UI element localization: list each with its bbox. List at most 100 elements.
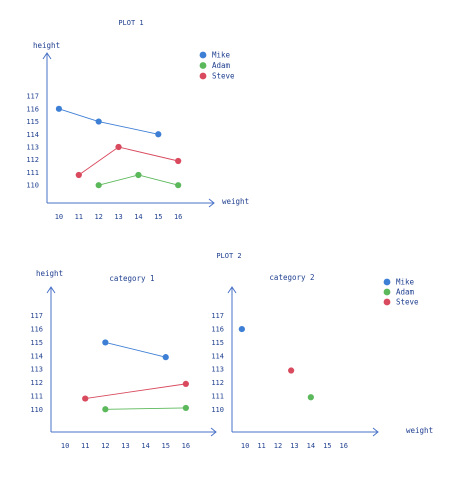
category-2-y-tick-label: 116: [211, 326, 224, 334]
plot-1-legend-marker-mike: [199, 51, 207, 59]
category-2-y-axis-arrow: [227, 286, 237, 294]
plot-1-point-adam: [175, 182, 182, 189]
plot-1-x-tick-label: 12: [94, 213, 102, 221]
plot-1-series: [55, 105, 182, 189]
plot-1-point-steve: [175, 157, 182, 165]
category-2-y-tick-label: 113: [211, 366, 224, 374]
category-2-x-tick-label: 14: [307, 442, 315, 450]
category-2-y-tick-label: 111: [211, 392, 224, 400]
category-2-x-tick-label: 12: [274, 442, 282, 450]
category-2-y-tick-label: 110: [211, 406, 224, 414]
plot-1-point-mike: [155, 131, 162, 138]
plot-2-legend-marker-steve: [383, 298, 391, 306]
plot-1: PLOT 1 height weight 10 11 12 13 14 15 16 110 11…: [26, 19, 249, 221]
plot-2-legend-marker-adam: [383, 288, 391, 296]
category-1-y-tick-label: 111: [30, 392, 43, 400]
plot-2-legend-marker-mike: [383, 278, 391, 286]
plot-1-y-tick-label: 115: [26, 118, 39, 126]
plot-1-title: PLOT 1: [118, 19, 143, 27]
category-2-x-tick-label: 15: [323, 442, 331, 450]
category-2-x-tick-label: 11: [257, 442, 265, 450]
plot-1-x-tick-label: 13: [114, 213, 122, 221]
plot-1-point-adam: [135, 171, 142, 179]
category-1-y-tick-label: 117: [30, 312, 43, 320]
category-1-y-tick-label: 114: [30, 352, 43, 360]
category-1-series-line-steve: [85, 383, 186, 400]
plot-1-y-tick-label: 117: [26, 93, 39, 101]
category-2-x-tick-label: 13: [290, 442, 298, 450]
plot-1-x-tick-label: 16: [174, 213, 182, 221]
plot-1-point-steve: [115, 143, 122, 151]
category-2-point-adam: [307, 394, 314, 401]
plot-1-y-tick-label: 112: [26, 156, 39, 164]
category-1-title: category 1: [109, 274, 154, 283]
category-2-y-tick-label: 112: [211, 379, 224, 387]
category-1-x-tick-label: 10: [61, 442, 69, 450]
category-2-x-axis-arrow: [372, 427, 379, 437]
category-1-y-tick-label: 115: [30, 339, 43, 347]
category-1-y-tick-label: 113: [30, 366, 43, 374]
plot-1-series-line-steve: [78, 146, 179, 176]
category-2-y-tick-label: 117: [211, 312, 224, 320]
category-1-point-steve: [182, 380, 189, 387]
plot-2-legend-label-mike: Mike: [396, 278, 415, 287]
plot-2: PLOT 2 height category 1 category 2 weig…: [30, 252, 433, 450]
category-2-ticks: 10 11 12 13 14 15 16 110 111 112 113 114 115 116 117: [211, 312, 348, 450]
plot-2-y-axis-label: height: [36, 269, 63, 278]
plot-1-x-tick-label: 15: [154, 213, 162, 221]
category-1-series-line-mike: [105, 342, 166, 358]
category-1-point-steve: [82, 395, 89, 402]
plot-1-y-tick-label: 114: [26, 131, 39, 139]
plot-1-series-line-mike: [58, 108, 159, 135]
plot-1-axes: [42, 52, 215, 208]
plot-1-y-axis-label: height: [33, 41, 60, 50]
category-2-y-tick-label: 115: [211, 339, 224, 347]
category-2-point-steve: [288, 367, 295, 374]
category-1-x-tick-label: 16: [182, 442, 190, 450]
category-2-series: [238, 325, 314, 401]
category-1-y-axis-arrow: [46, 286, 56, 294]
plot-1-y-tick-label: 110: [26, 182, 39, 190]
category-1-x-tick-label: 15: [162, 442, 170, 450]
plot-2-legend-label-steve: Steve: [396, 298, 419, 307]
category-1-x-axis-arrow: [210, 427, 217, 437]
plot-1-y-axis-arrow: [42, 52, 52, 60]
plot-1-x-tick-label: 14: [134, 213, 142, 221]
category-1-ticks: 10 11 12 13 14 15 16 110 111 112 113 114 115 116 117: [30, 312, 190, 450]
category-1-y-tick-label: 110: [30, 406, 43, 414]
category-2-point-mike: [238, 325, 245, 333]
plot-2-title: PLOT 2: [216, 252, 241, 260]
plot-1-legend-marker-adam: [199, 62, 207, 69]
plot-1-x-axis-label: weight: [222, 197, 249, 206]
category-1-point-adam: [102, 406, 109, 413]
plot-2-legend-label-adam: Adam: [396, 288, 415, 297]
plot-1-y-tick-label: 111: [26, 169, 39, 177]
plot-1-legend-label-steve: Steve: [212, 72, 235, 81]
plot-1-point-mike: [55, 105, 63, 112]
category-1-x-tick-label: 14: [141, 442, 149, 450]
category-1-series-line-adam: [105, 407, 186, 410]
category-2-title: category 2: [269, 273, 314, 282]
category-2-x-tick-label: 10: [241, 442, 249, 450]
plot-1-point-mike: [95, 118, 102, 125]
plot-1-x-axis-arrow: [208, 198, 215, 208]
category-1-point-mike: [162, 354, 169, 361]
plot-1-legend-label-mike: Mike: [212, 51, 231, 60]
category-1-x-tick-label: 11: [81, 442, 89, 450]
category-1-x-tick-label: 13: [121, 442, 129, 450]
category-1-point-mike: [102, 339, 109, 346]
category-1-point-adam: [182, 404, 189, 412]
plot-1-y-tick-label: 116: [26, 105, 39, 113]
plot-1-legend-label-adam: Adam: [212, 61, 231, 70]
category-1-axes: [46, 286, 217, 437]
category-1-y-tick-label: 112: [30, 379, 43, 387]
plot-1-ticks: 10 11 12 13 14 15 16 110 111 112 113 114 115 116 117: [26, 93, 182, 221]
plot-1-legend-marker-steve: [199, 72, 207, 80]
category-2-y-tick-label: 114: [211, 352, 224, 360]
plot-1-point-adam: [95, 182, 102, 189]
category-1-series: [82, 339, 189, 413]
plot-1-y-tick-label: 113: [26, 144, 39, 152]
